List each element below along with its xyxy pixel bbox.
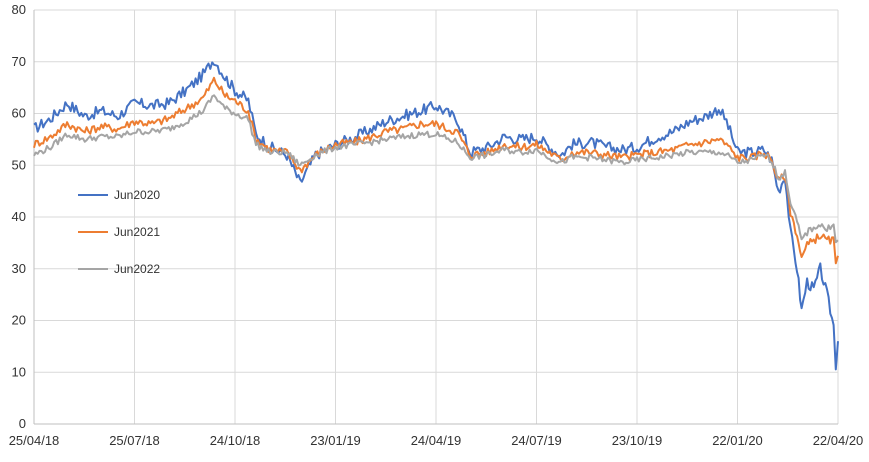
y-tick-label: 70 [12,54,26,69]
series-line-jun2020 [33,61,839,371]
x-tick-label: 23/01/19 [310,433,361,448]
x-tick-label: 24/07/19 [511,433,562,448]
x-tick-label: 22/04/20 [813,433,864,448]
series-line-jun2021 [33,76,839,265]
x-axis-ticks: 25/04/18 25/07/18 24/10/18 23/01/19 24/04/19… [9,433,864,448]
series-line-jun2022 [33,94,839,244]
legend-label: Jun2021 [114,225,160,239]
legend-label: Jun2020 [114,188,160,202]
x-tick-label: 24/10/18 [210,433,261,448]
y-tick-label: 50 [12,157,26,172]
axes [33,10,838,425]
legend-label: Jun2022 [114,262,160,276]
y-axis-ticks: 0 10 20 30 40 50 60 70 80 [12,2,26,431]
series-lines [33,61,839,371]
x-tick-label: 24/04/19 [411,433,462,448]
y-tick-label: 80 [12,2,26,17]
y-tick-label: 10 [12,364,26,379]
legend: Jun2020 Jun2021 Jun2022 [78,188,160,276]
grid-lines [34,9,839,424]
x-tick-label: 23/10/19 [612,433,663,448]
x-tick-label: 25/07/18 [109,433,160,448]
x-tick-label: 25/04/18 [9,433,60,448]
y-tick-label: 0 [19,416,26,431]
y-tick-label: 20 [12,313,26,328]
y-tick-label: 30 [12,261,26,276]
x-tick-label: 22/01/20 [712,433,763,448]
y-tick-label: 40 [12,209,26,224]
y-tick-label: 60 [12,106,26,121]
